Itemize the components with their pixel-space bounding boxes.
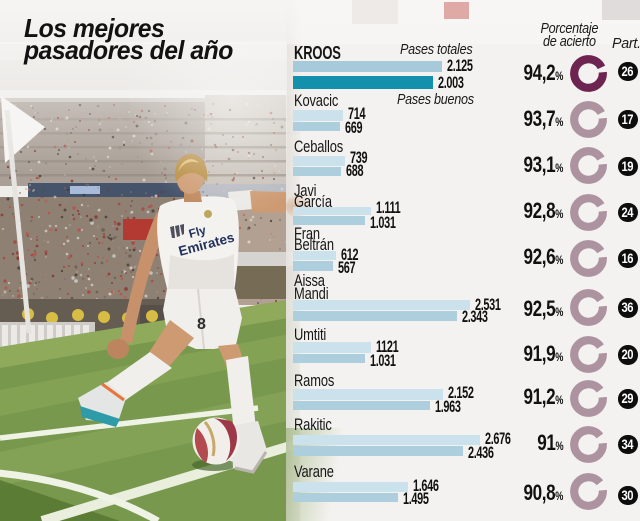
svg-text:8: 8: [197, 316, 206, 333]
svg-text:Fly: Fly: [187, 223, 208, 241]
